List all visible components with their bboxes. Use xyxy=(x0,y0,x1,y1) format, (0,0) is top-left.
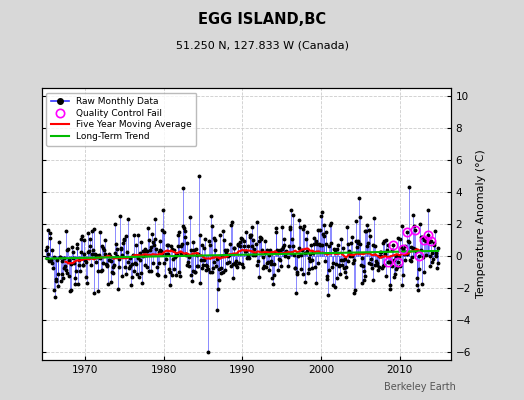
Legend: Raw Monthly Data, Quality Control Fail, Five Year Moving Average, Long-Term Tren: Raw Monthly Data, Quality Control Fail, … xyxy=(47,92,196,146)
Text: EGG ISLAND,BC: EGG ISLAND,BC xyxy=(198,12,326,27)
Text: 51.250 N, 127.833 W (Canada): 51.250 N, 127.833 W (Canada) xyxy=(176,40,348,50)
Text: Berkeley Earth: Berkeley Earth xyxy=(384,382,456,392)
Y-axis label: Temperature Anomaly (°C): Temperature Anomaly (°C) xyxy=(476,150,486,298)
